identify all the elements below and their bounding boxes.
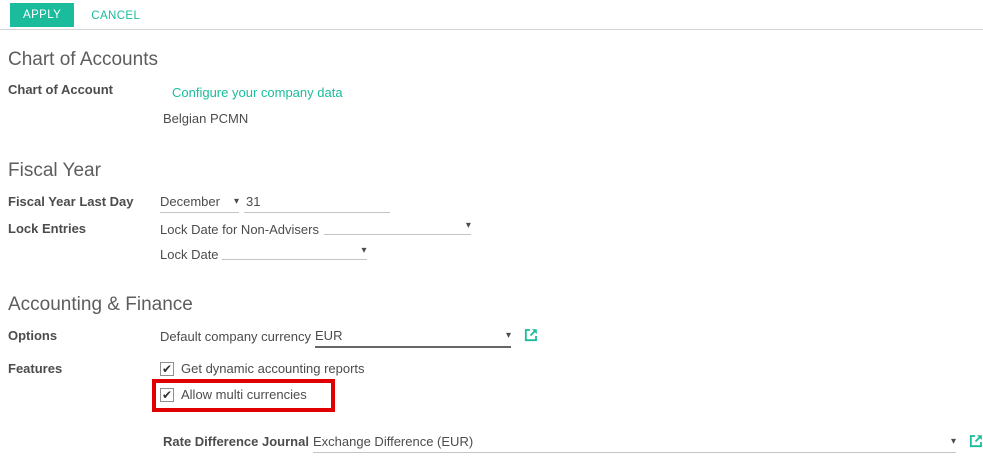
section-title-chart-of-accounts: Chart of Accounts <box>8 49 158 70</box>
lock-date-row: Lock Date ▾ <box>8 246 983 263</box>
section-title-accounting-finance: Accounting & Finance <box>8 294 193 315</box>
chart-of-account-row: Chart of Account Configure your company … <box>8 82 983 127</box>
external-link-icon[interactable] <box>969 434 983 451</box>
toolbar: APPLY CANCEL <box>0 0 983 30</box>
lock-entries-row: Lock Entries Lock Date for Non-Advisers … <box>8 221 983 238</box>
lock-non-advisers-caption: Lock Date for Non-Advisers <box>160 222 319 237</box>
chart-of-account-label: Chart of Account <box>8 82 113 97</box>
caret-down-icon: ▾ <box>233 195 239 207</box>
fiscal-month-value: December <box>160 194 220 209</box>
configure-company-data-link[interactable]: Configure your company data <box>172 85 343 100</box>
external-link-icon[interactable] <box>524 328 538 345</box>
caret-down-icon: ▾ <box>950 435 956 447</box>
multi-currency-row: ✔ Allow multi currencies <box>152 379 983 412</box>
caret-down-icon: ▾ <box>361 245 367 256</box>
fiscal-year-last-day-row: Fiscal Year Last Day December ▾ <box>8 194 983 213</box>
rate-difference-journal-row: Rate Difference Journal Exchange Differe… <box>163 434 983 453</box>
default-currency-caption: Default company currency <box>160 329 312 344</box>
dynamic-reports-label: Get dynamic accounting reports <box>181 361 365 376</box>
fiscal-day-input[interactable] <box>244 194 390 213</box>
dynamic-reports-checkbox[interactable]: ✔ <box>160 362 174 376</box>
caret-down-icon: ▾ <box>465 220 471 231</box>
lock-entries-label: Lock Entries <box>8 221 87 236</box>
multi-currency-checkbox[interactable]: ✔ <box>160 388 174 402</box>
multi-currency-label: Allow multi currencies <box>181 387 307 402</box>
options-label: Options <box>8 328 58 343</box>
apply-button[interactable]: APPLY <box>10 3 75 27</box>
default-currency-select[interactable]: EUR ▾ <box>315 328 512 348</box>
default-currency-value: EUR <box>315 328 343 343</box>
fiscal-month-select[interactable]: December ▾ <box>160 194 239 213</box>
section-title-fiscal-year: Fiscal Year <box>8 160 101 181</box>
chart-of-account-value: Belgian PCMN <box>163 111 249 126</box>
features-label: Features <box>8 361 63 376</box>
rate-difference-journal-value: Exchange Difference (EUR) <box>313 434 474 449</box>
red-highlight-box: ✔ Allow multi currencies <box>152 379 335 412</box>
fiscal-year-last-day-label: Fiscal Year Last Day <box>8 194 134 209</box>
options-row: Options Default company currency EUR ▾ <box>8 328 983 348</box>
lock-date-caption: Lock Date <box>160 247 219 262</box>
lock-date-field[interactable]: ▾ <box>221 245 367 260</box>
rate-difference-journal-label: Rate Difference Journal <box>163 434 309 449</box>
lock-non-advisers-field[interactable]: ▾ <box>323 220 471 235</box>
features-row: Features ✔ Get dynamic accounting report… <box>8 361 983 377</box>
cancel-button[interactable]: CANCEL <box>91 10 141 22</box>
rate-difference-journal-select[interactable]: Exchange Difference (EUR) ▾ <box>313 434 956 453</box>
caret-down-icon: ▾ <box>505 329 512 341</box>
